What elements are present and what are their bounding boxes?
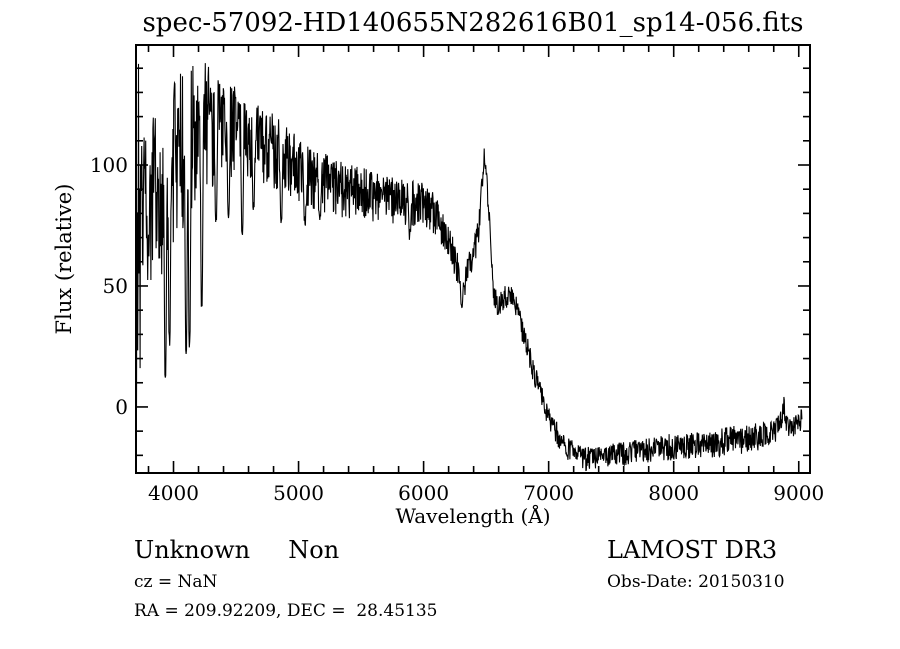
xtick-label: 7000 xyxy=(523,481,575,505)
ytick-label: 0 xyxy=(115,394,128,419)
ytick-label: 100 xyxy=(89,153,128,177)
obs-date: Obs-Date: 20150310 xyxy=(607,572,785,592)
figure-title: spec-57092-HD140655N282616B01_sp14-056.f… xyxy=(142,8,804,38)
xtick-label: 9000 xyxy=(773,481,825,505)
xtick-label: 6000 xyxy=(398,481,450,505)
ytick-label: 50 xyxy=(102,273,128,298)
cz-value: cz = NaN xyxy=(134,572,218,592)
classification-label: Unknown Non xyxy=(134,536,340,564)
xtick-label: 8000 xyxy=(648,481,700,505)
ra-dec-value: RA = 209.92209, DEC = 28.45135 xyxy=(134,601,438,621)
spectrum-line xyxy=(135,63,803,472)
xtick-label: 5000 xyxy=(273,481,324,505)
y-axis-label: Flux (relative) xyxy=(52,183,76,335)
survey-label: LAMOST DR3 xyxy=(607,536,778,564)
xtick-label: 4000 xyxy=(148,481,199,505)
x-axis-label: Wavelength (Å) xyxy=(395,504,551,528)
